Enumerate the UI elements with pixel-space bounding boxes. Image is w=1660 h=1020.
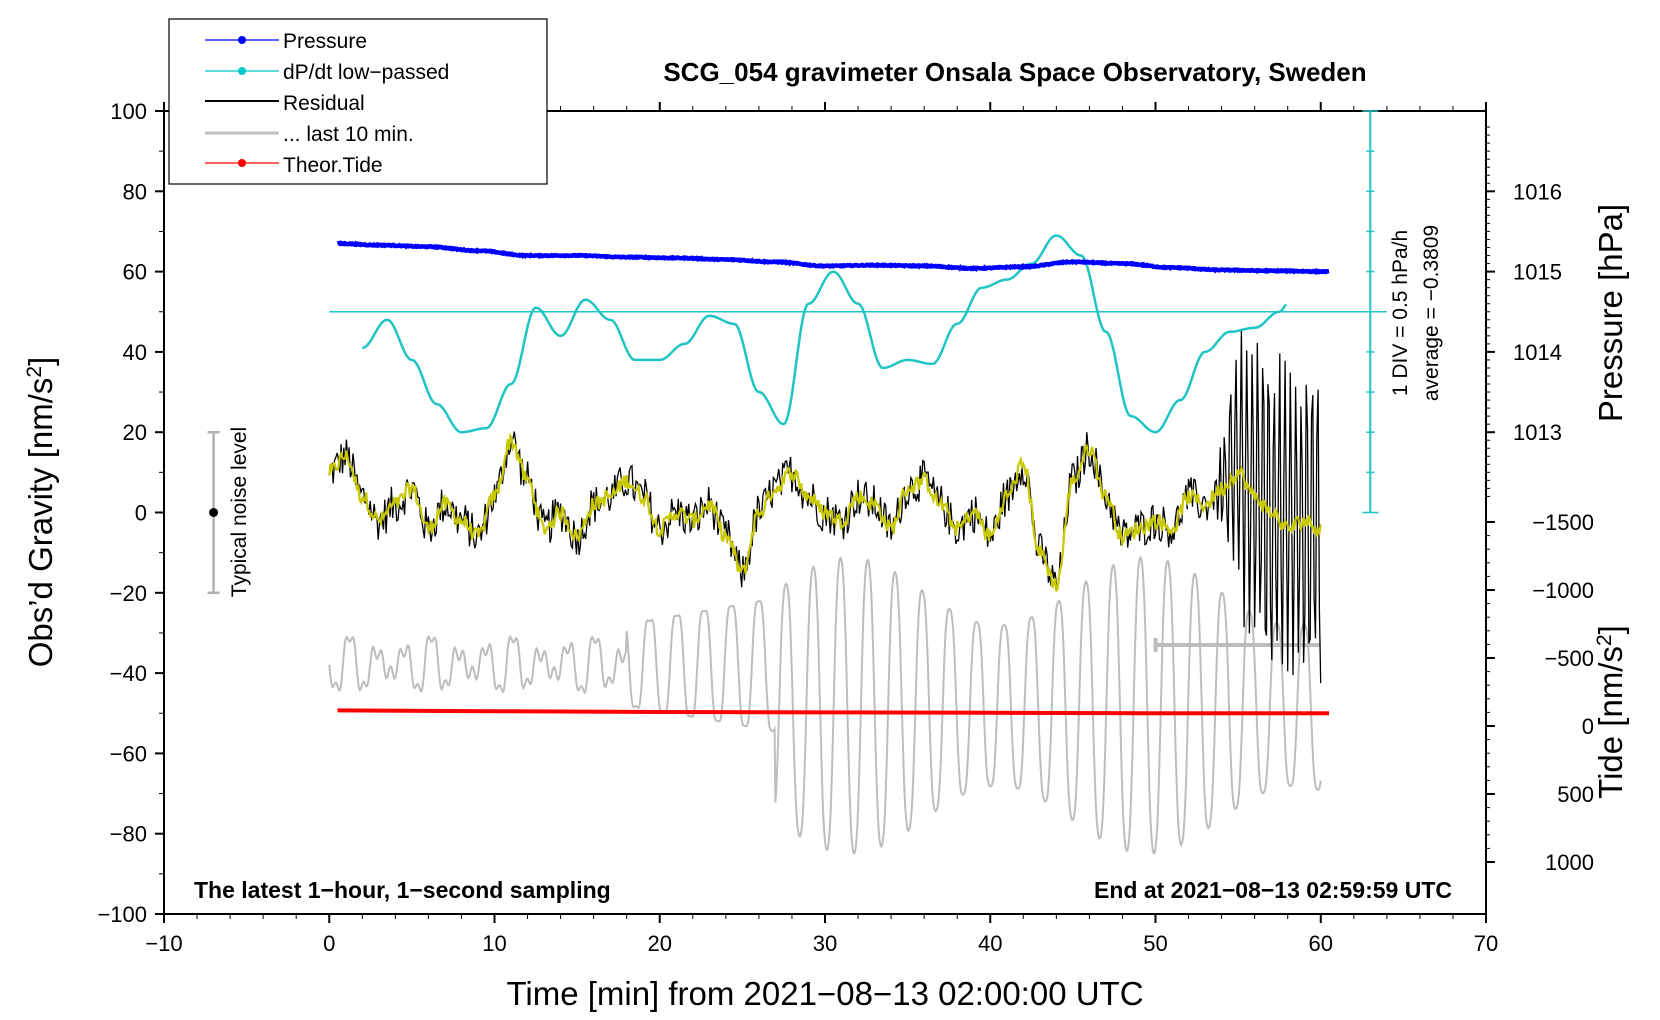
tide-tick-label: 1000 (1545, 850, 1594, 875)
legend-label-pressure: Pressure (283, 30, 367, 53)
legend-item-pressure: Pressure (205, 30, 367, 53)
y-axis-title-left: Obs’d Gravity [nm/s2] (22, 357, 59, 668)
pressure-tick-label: 1013 (1513, 420, 1562, 445)
series-pressure (336, 240, 1330, 276)
legend-label-residual: Residual (283, 92, 365, 115)
tide-tick-label: −500 (1544, 646, 1594, 671)
y-tick-label: 100 (110, 99, 147, 124)
noise-level-dot (209, 508, 219, 517)
dpdt-scale-average-label: average = −0.3809 (1420, 225, 1443, 401)
noise-level-marker: Typical noise level (207, 427, 251, 597)
series-dpdt (362, 234, 1287, 434)
noise-level-label: Typical noise level (228, 427, 251, 597)
y-axis-title-tide: Tide [nm/s2] (1592, 625, 1629, 799)
y-tick-label: −20 (110, 581, 147, 606)
legend-item-residual: Residual (205, 92, 365, 115)
annotation-end-time: End at 2021−08−13 02:59:59 UTC (1094, 877, 1452, 903)
y-tick-label: −100 (97, 902, 147, 927)
legend-label-tide: Theor.Tide (283, 154, 383, 177)
legend-label-last10: ... last 10 min. (283, 123, 414, 146)
tide-tick-label: 0 (1582, 714, 1594, 739)
y-tick-label: −80 (110, 822, 147, 847)
legend-marker-dpdt (238, 67, 246, 75)
x-tick-label: 30 (813, 931, 837, 956)
legend-label-dpdt: dP/dt low−passed (283, 61, 449, 84)
annotation-latest-hour: The latest 1−hour, 1−second sampling (194, 877, 611, 903)
legend-marker-pressure (238, 36, 246, 44)
y-tick-label: 60 (123, 260, 147, 285)
y-tick-label: 40 (123, 340, 147, 365)
x-tick-label: 70 (1474, 931, 1498, 956)
dpdt-scale-div-label: 1 DIV = 0.5 hPa/h (1389, 230, 1412, 396)
legend-item-tide: Theor.Tide (205, 154, 383, 177)
legend-item-dpdt: dP/dt low−passed (205, 61, 449, 84)
x-axis-title: Time [min] from 2021−08−13 02:00:00 UTC (506, 975, 1143, 1012)
x-tick-label: 50 (1143, 931, 1167, 956)
series-last10-trace (328, 555, 1322, 856)
axis-ticks: −10 0 10 20 30 40 50 60 70100806040200−20−40−60−… (97, 99, 1594, 956)
x-tick-label: 0 (323, 931, 335, 956)
legend-marker-tide (238, 159, 246, 167)
chart-title: SCG_054 gravimeter Onsala Space Observat… (663, 57, 1366, 87)
pressure-tick-label: 1016 (1513, 179, 1562, 204)
legend: Pressure dP/dt low−passed Residual ... l… (168, 18, 548, 185)
series-layer (328, 110, 1387, 856)
x-tick-label: 40 (978, 931, 1002, 956)
pressure-tick-label: 1015 (1513, 260, 1562, 285)
y-tick-label: 80 (123, 179, 147, 204)
pressure-tick-label: 1014 (1513, 340, 1562, 365)
tide-tick-label: 500 (1557, 782, 1594, 807)
legend-item-last10: ... last 10 min. (205, 123, 414, 146)
x-tick-label: 60 (1309, 931, 1333, 956)
x-tick-label: 10 (482, 931, 506, 956)
series-theoretical-tide (337, 708, 1329, 716)
series-residual-smoothed (328, 432, 1322, 592)
x-tick-label: −10 (145, 931, 182, 956)
y-tick-label: −60 (110, 741, 147, 766)
y-tick-label: −40 (110, 661, 147, 686)
x-tick-label: 20 (648, 931, 672, 956)
tide-tick-label: −1500 (1532, 510, 1594, 535)
y-axis-title-pressure: Pressure [hPa] (1592, 204, 1629, 422)
y-tick-label: 20 (123, 420, 147, 445)
y-tick-label: 0 (135, 501, 147, 526)
tide-tick-label: −1000 (1532, 578, 1594, 603)
